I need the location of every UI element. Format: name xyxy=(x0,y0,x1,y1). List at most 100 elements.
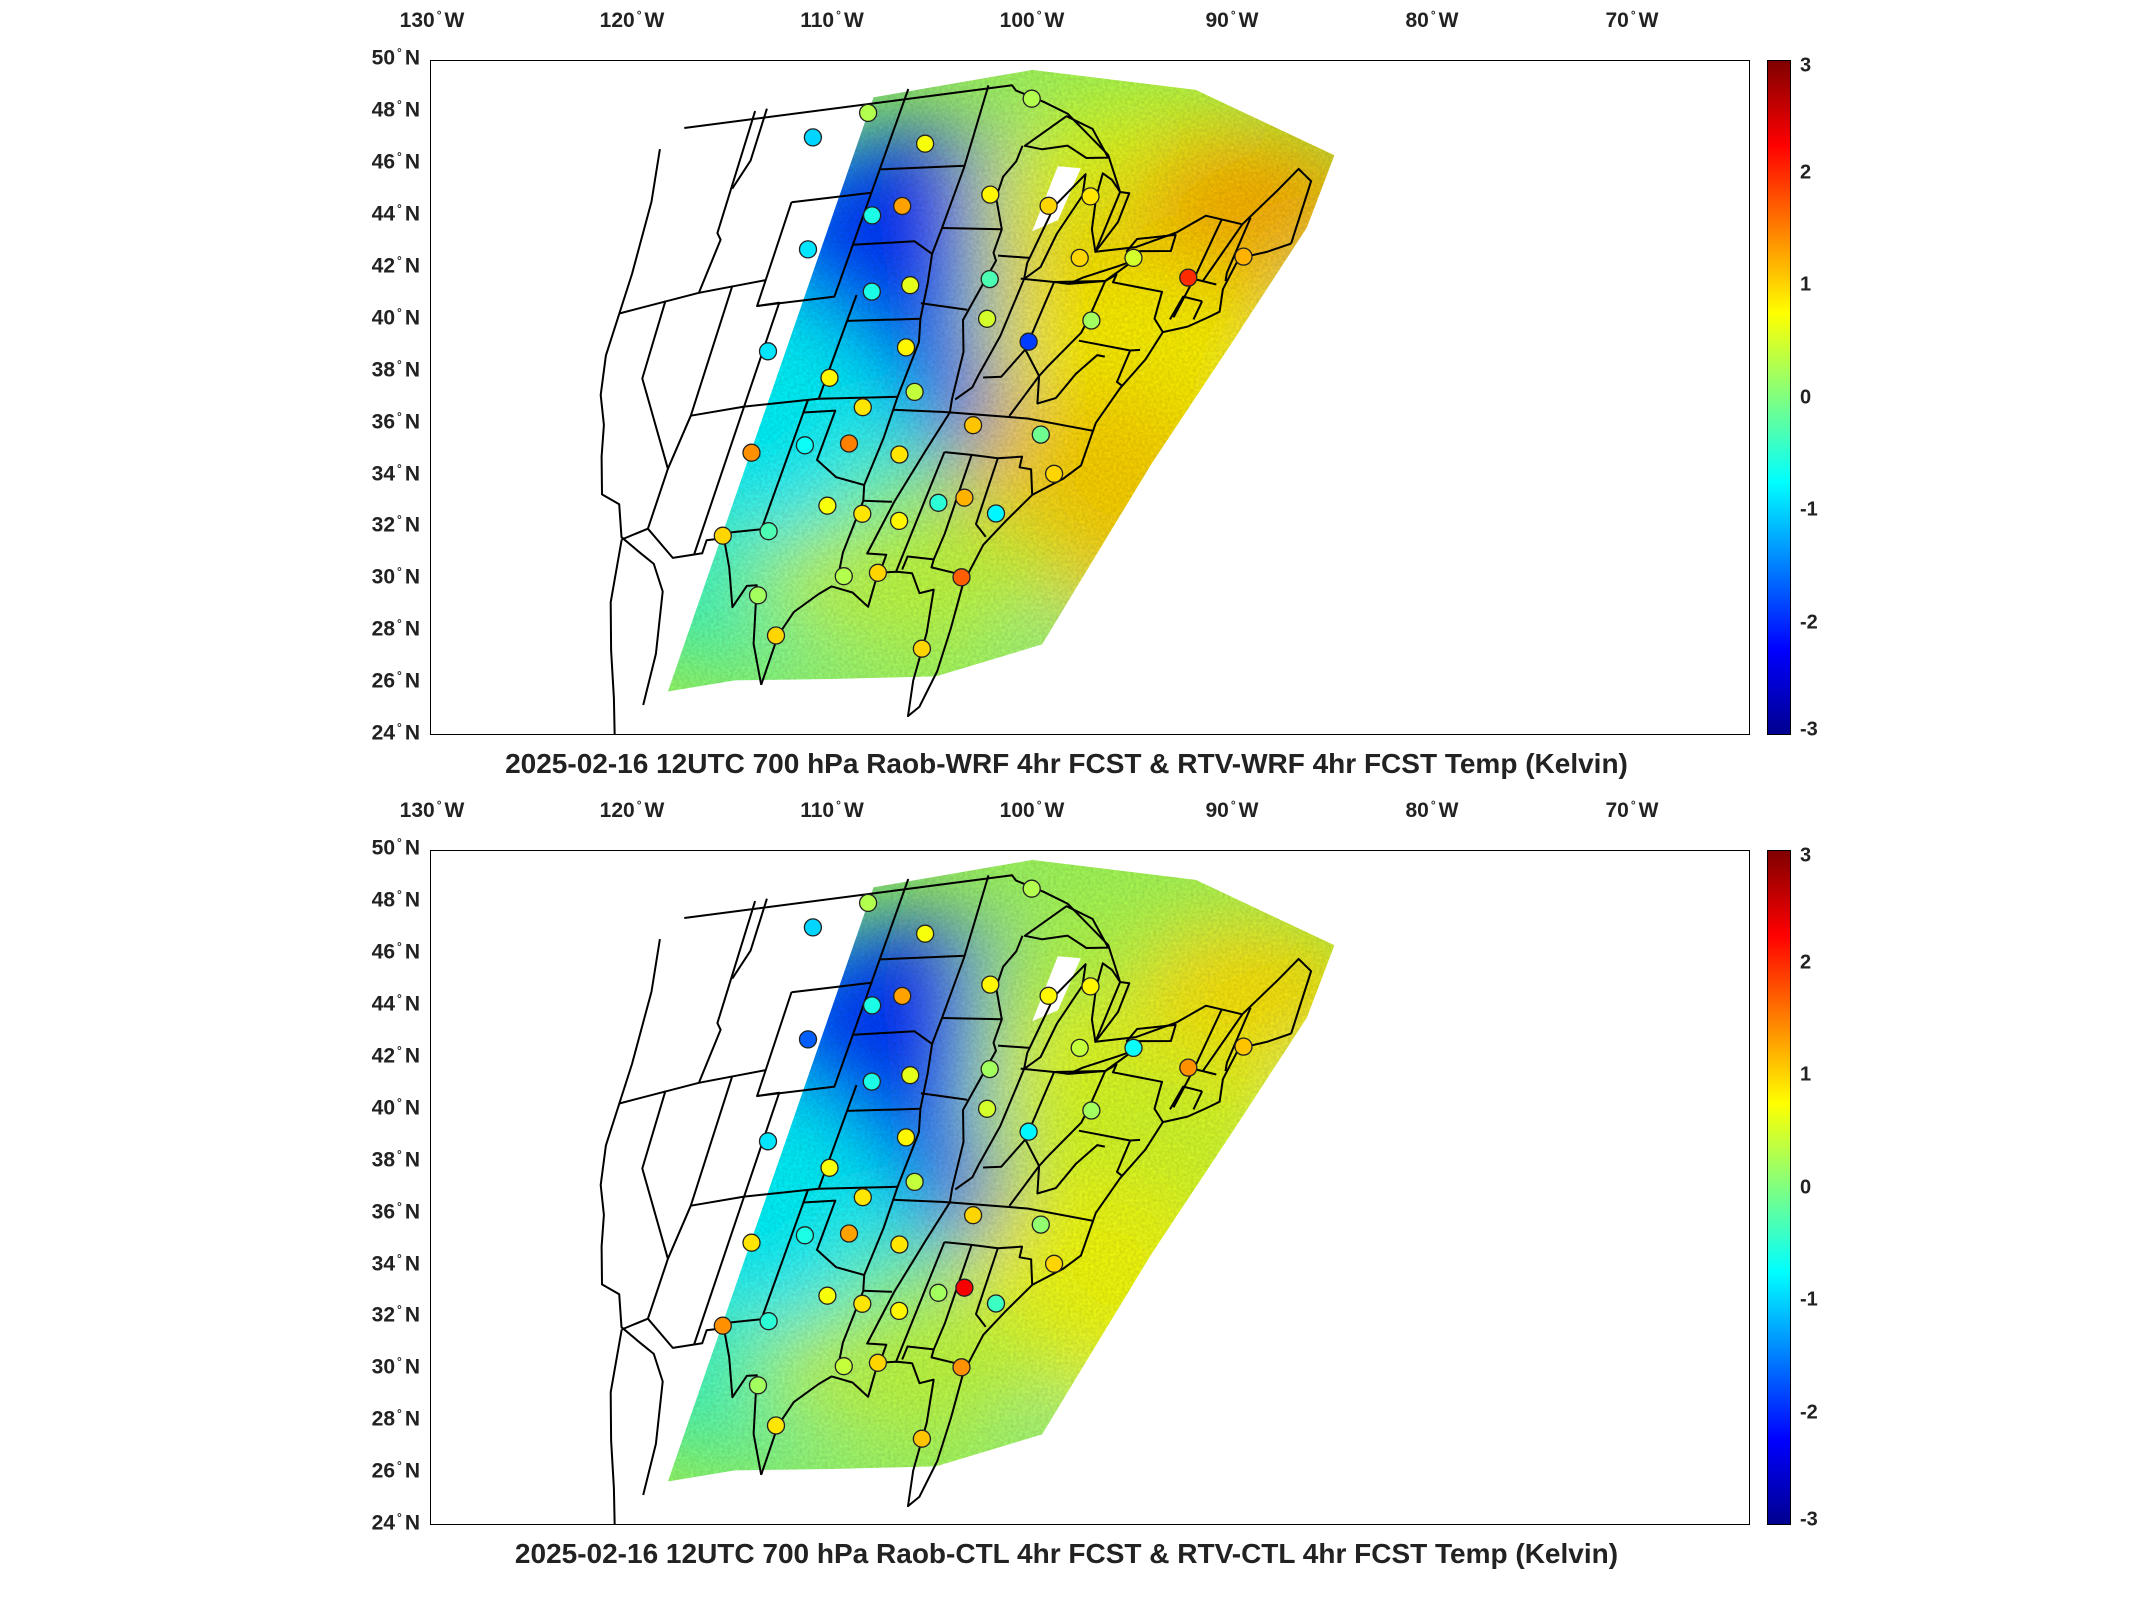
raob-station-marker xyxy=(893,986,912,1006)
state-border xyxy=(743,397,819,408)
tick-value: 70 xyxy=(1605,9,1629,32)
latitude-tick-label: 38 ° N xyxy=(360,357,420,382)
state-border xyxy=(879,164,965,171)
latitude-tick-label: 28 ° N xyxy=(360,1407,420,1432)
tick-hemisphere: N xyxy=(404,513,420,537)
raob-station-marker xyxy=(890,1235,909,1254)
raob-station-marker xyxy=(713,526,732,545)
longitude-tick-label: 120 ° W xyxy=(600,8,665,33)
state-border xyxy=(1036,354,1105,405)
tick-value: 46 xyxy=(371,150,396,174)
latitude-tick-label: 36 ° N xyxy=(360,409,420,434)
raob-station-marker xyxy=(820,1158,839,1177)
raob-station-marker xyxy=(1124,248,1143,268)
raob-station-marker xyxy=(803,918,823,937)
tick-hemisphere: W xyxy=(444,9,465,32)
degree-symbol: ° xyxy=(1430,8,1436,22)
state-border xyxy=(756,192,873,307)
tick-value: 38 xyxy=(371,358,396,382)
tick-hemisphere: N xyxy=(404,150,420,174)
degree-symbol: ° xyxy=(836,8,841,22)
raob-station-marker xyxy=(862,282,881,301)
latitude-tick-label: 42 ° N xyxy=(360,253,420,278)
degree-symbol: ° xyxy=(1036,8,1042,22)
raob-station-marker xyxy=(889,511,909,531)
tick-value: 50 xyxy=(371,836,396,860)
state-border xyxy=(731,898,768,980)
degree-symbol: ° xyxy=(397,564,402,579)
longitude-tick-label: 120 ° W xyxy=(600,798,665,823)
tick-value: 44 xyxy=(371,992,396,1016)
degree-symbol: ° xyxy=(397,512,402,527)
raob-station-marker xyxy=(862,996,882,1015)
degree-symbol: ° xyxy=(836,798,841,812)
degree-symbol: ° xyxy=(397,97,402,112)
tick-value: 30 xyxy=(371,565,396,589)
raob-station-marker xyxy=(1019,1122,1038,1141)
state-border xyxy=(866,935,1024,1366)
state-border xyxy=(983,1071,1056,1169)
raob-station-marker xyxy=(901,276,920,295)
state-border xyxy=(756,982,873,1097)
raob-station-marker xyxy=(905,382,924,402)
raob-station-marker xyxy=(759,522,778,541)
longitude-tick-label: 100 ° W xyxy=(1000,798,1065,823)
raob-station-marker xyxy=(798,1030,818,1049)
state-border xyxy=(1169,1085,1203,1110)
raob-station-marker xyxy=(981,185,1000,204)
raob-station-marker xyxy=(955,488,974,507)
raob-station-marker xyxy=(1081,187,1100,206)
lake-outline xyxy=(1023,905,1110,949)
longitude-tick-label: 80 ° W xyxy=(1406,798,1459,823)
colorbar-tick-label: 1 xyxy=(1800,1063,1812,1086)
lake-outline xyxy=(1090,172,1131,253)
lake-outline xyxy=(1125,1023,1177,1043)
lake-outline xyxy=(1090,962,1131,1043)
raob-station-marker xyxy=(766,1416,786,1435)
colorbar-tick-label: 0 xyxy=(1800,1176,1812,1198)
tick-hemisphere: W xyxy=(1638,9,1659,32)
tick-value: 46 xyxy=(371,940,396,964)
longitude-tick-label: 80 ° W xyxy=(1406,8,1459,33)
state-border xyxy=(954,1065,1027,1191)
state-border xyxy=(1008,1165,1040,1207)
raob-station-marker xyxy=(798,240,818,259)
state-border xyxy=(618,110,757,315)
station-layer xyxy=(713,879,1253,1448)
raob-station-marker xyxy=(890,445,909,464)
tick-hemisphere: W xyxy=(1638,799,1659,822)
colorbar-tick-label: 1 xyxy=(1800,273,1812,296)
missing-data-area xyxy=(1032,166,1081,232)
raob-station-marker xyxy=(955,1278,974,1297)
tick-value: 28 xyxy=(371,617,396,641)
colorbar-tick-label: -1 xyxy=(1800,498,1818,521)
state-border xyxy=(1201,223,1244,286)
state-border xyxy=(698,201,793,294)
degree-symbol: ° xyxy=(397,991,402,1006)
tick-hemisphere: N xyxy=(404,1511,420,1535)
tick-value: 110 xyxy=(800,799,835,822)
longitude-tick-label: 90 ° W xyxy=(1206,798,1259,823)
tick-hemisphere: W xyxy=(444,799,465,822)
state-border xyxy=(1116,1140,1132,1177)
latitude-tick-label: 46 ° N xyxy=(360,940,420,965)
tick-value: 40 xyxy=(371,1096,396,1120)
tick-hemisphere: N xyxy=(404,46,420,70)
raob-station-marker xyxy=(905,1172,924,1192)
tick-value: 24 xyxy=(371,721,396,745)
state-border xyxy=(817,1084,898,1190)
degree-symbol: ° xyxy=(636,8,642,22)
state-border xyxy=(698,991,793,1084)
raob-station-marker xyxy=(986,504,1006,523)
raob-station-marker xyxy=(952,568,971,587)
raob-station-marker xyxy=(858,893,878,913)
tick-value: 24 xyxy=(371,1511,396,1535)
degree-symbol: ° xyxy=(397,149,402,164)
raob-station-marker xyxy=(1070,1038,1089,1058)
tick-hemisphere: N xyxy=(404,98,420,122)
raob-station-marker xyxy=(759,1312,778,1331)
state-border xyxy=(920,302,968,311)
state-border xyxy=(1224,1007,1252,1072)
boundary-layer xyxy=(599,84,1313,734)
raob-station-marker xyxy=(1082,1101,1101,1120)
